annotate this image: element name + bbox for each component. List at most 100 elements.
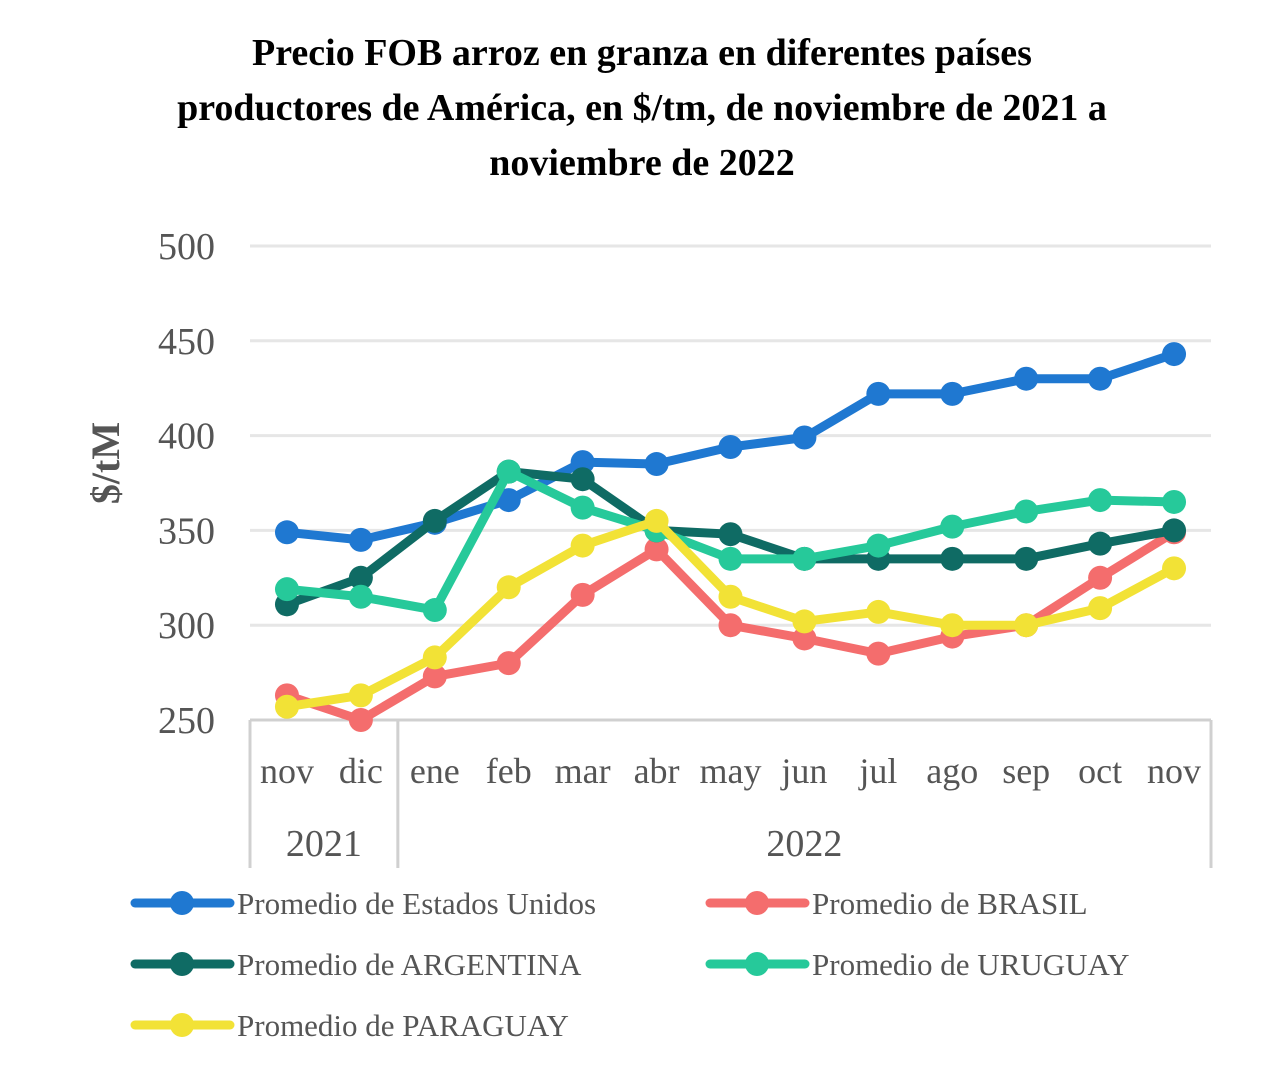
- data-point: [1014, 546, 1039, 571]
- legend-label: Promedio de Estados Unidos: [237, 886, 596, 921]
- x-tick-label: nov: [1147, 751, 1201, 791]
- data-point: [274, 577, 299, 602]
- legend-label: Promedio de URUGUAY: [812, 947, 1129, 982]
- data-point: [422, 645, 447, 670]
- legend: Promedio de Estados Unidos Promedio de BR…: [130, 886, 1129, 1043]
- data-point: [570, 450, 595, 475]
- data-point: [274, 520, 299, 545]
- data-point: [940, 546, 965, 571]
- x-tick-label: jul: [857, 751, 897, 791]
- data-point: [348, 683, 373, 708]
- data-point: [718, 584, 743, 609]
- data-point: [496, 575, 521, 600]
- data-point: [644, 452, 669, 477]
- y-tick-label: 250: [158, 700, 215, 742]
- data-point: [644, 537, 669, 562]
- data-point: [348, 584, 373, 609]
- y-tick-label: 500: [158, 226, 215, 268]
- x-group-label: 2021: [286, 823, 362, 865]
- data-point: [644, 508, 669, 533]
- data-point: [718, 546, 743, 571]
- data-point: [718, 613, 743, 638]
- data-point: [792, 626, 817, 651]
- data-point: [422, 508, 447, 533]
- x-tick-label: feb: [486, 751, 532, 791]
- x-tick-label: oct: [1078, 751, 1122, 791]
- data-point: [1162, 342, 1187, 367]
- data-point: [496, 488, 521, 513]
- data-point: [792, 609, 817, 634]
- legend-item: Promedio de PARAGUAY: [130, 1008, 569, 1043]
- legend-item: Promedio de BRASIL: [705, 886, 1088, 921]
- data-point: [348, 708, 373, 732]
- data-point: [570, 495, 595, 520]
- chart-title-line-3: noviembre de 2022: [489, 142, 795, 184]
- data-point: [1162, 489, 1187, 514]
- legend-label: Promedio de ARGENTINA: [237, 947, 582, 982]
- chart-title-line-1: Precio FOB arroz en granza en diferentes…: [252, 32, 1032, 74]
- x-tick-label: nov: [260, 751, 314, 791]
- legend-item: Promedio de URUGUAY: [705, 947, 1129, 982]
- legend-label: Promedio de BRASIL: [812, 886, 1088, 921]
- legend-label: Promedio de PARAGUAY: [237, 1008, 569, 1043]
- data-point: [940, 613, 965, 638]
- x-tick-label: ene: [410, 751, 460, 791]
- data-point: [570, 467, 595, 492]
- x-tick-label: sep: [1002, 751, 1050, 791]
- legend-swatch-marker: [170, 1013, 194, 1037]
- data-point: [940, 514, 965, 539]
- data-point: [348, 565, 373, 590]
- x-tick-label: dic: [339, 751, 383, 791]
- series-group: [274, 342, 1187, 732]
- data-point: [1014, 366, 1039, 391]
- data-point: [422, 598, 447, 623]
- data-point: [866, 599, 891, 624]
- data-point: [1088, 366, 1113, 391]
- data-point: [792, 425, 817, 450]
- data-point: [1088, 488, 1113, 513]
- legend-swatch-marker: [170, 952, 194, 976]
- y-axis-label: $/tM: [83, 422, 128, 504]
- series-0: [274, 342, 1187, 552]
- data-point: [940, 381, 965, 406]
- x-tick-label: ago: [926, 751, 978, 791]
- data-point: [496, 651, 521, 676]
- legend-item: Promedio de Estados Unidos: [130, 886, 596, 921]
- data-point: [570, 582, 595, 607]
- data-point: [866, 641, 891, 666]
- x-axis: nov dic ene feb mar abr may jun jul ago sep oct nov2…: [248, 718, 1213, 868]
- chart-title-line-2: productores de América, en $/tm, de novi…: [177, 87, 1107, 129]
- data-point: [1162, 518, 1187, 543]
- data-point: [570, 533, 595, 558]
- legend-swatch-marker: [745, 891, 769, 915]
- data-point: [1014, 613, 1039, 638]
- x-tick-label: jun: [779, 751, 827, 791]
- legend-swatch-marker: [170, 891, 194, 915]
- data-point: [348, 527, 373, 552]
- series-4: [274, 508, 1187, 719]
- legend-swatch-marker: [745, 952, 769, 976]
- y-tick-label: 300: [158, 605, 215, 647]
- data-point: [422, 664, 447, 689]
- x-tick-label: may: [700, 751, 762, 791]
- chart-title: Precio FOB arroz en granza en diferentes…: [40, 26, 1244, 191]
- x-group-label: 2022: [766, 823, 842, 865]
- data-point: [1162, 556, 1187, 581]
- x-tick-label: abr: [634, 751, 680, 791]
- data-point: [718, 522, 743, 547]
- data-point: [718, 434, 743, 459]
- y-tick-label: 450: [158, 321, 215, 363]
- data-point: [496, 459, 521, 484]
- data-point: [1088, 565, 1113, 590]
- data-point: [1014, 499, 1039, 524]
- y-tick-label: 350: [158, 510, 215, 552]
- y-axis-ticks: 250 300 350 400 450 500: [158, 226, 215, 742]
- y-tick-label: 400: [158, 416, 215, 458]
- data-point: [1088, 596, 1113, 621]
- legend-item: Promedio de ARGENTINA: [130, 947, 582, 982]
- data-point: [274, 694, 299, 719]
- data-point: [866, 533, 891, 558]
- data-point: [792, 546, 817, 571]
- series-3: [274, 459, 1187, 623]
